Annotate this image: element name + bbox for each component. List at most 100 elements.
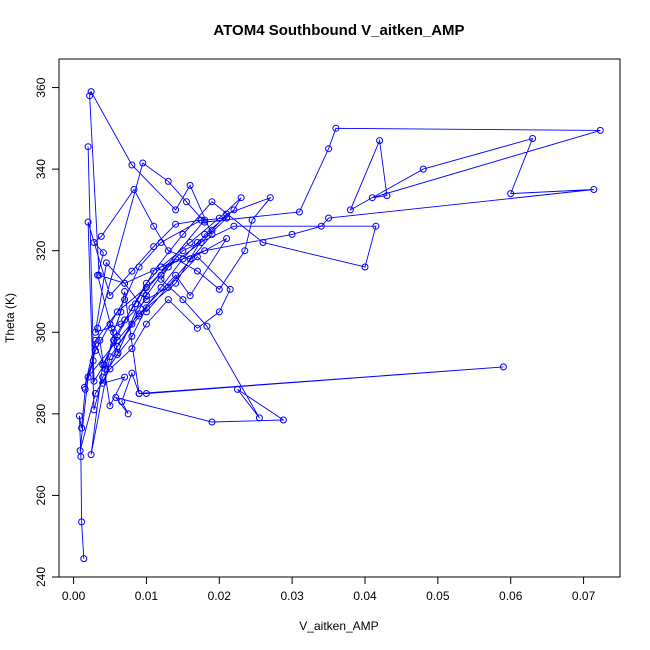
data-point xyxy=(87,88,95,96)
data-point xyxy=(84,143,92,151)
data-point xyxy=(201,216,209,224)
data-point xyxy=(91,390,99,397)
data-point xyxy=(95,271,103,279)
data-point xyxy=(157,275,165,283)
chart-title: ATOM4 Southbound V_aitken_AMP xyxy=(213,22,464,39)
data-point xyxy=(113,308,121,316)
data-point xyxy=(128,369,136,377)
data-point xyxy=(215,214,223,222)
data-point xyxy=(121,373,129,381)
data-point xyxy=(90,406,98,414)
data-point xyxy=(78,424,86,432)
data-point xyxy=(128,345,136,353)
data-point xyxy=(121,288,129,295)
data-point xyxy=(117,308,125,316)
y-tick-label: 280 xyxy=(34,404,48,424)
data-point xyxy=(106,320,114,328)
x-axis-label: V_aitken_AMP xyxy=(299,619,378,633)
data-point xyxy=(86,92,94,100)
data-point xyxy=(279,416,287,424)
data-point xyxy=(197,216,205,224)
data-point xyxy=(142,320,150,328)
data-series xyxy=(75,88,604,563)
data-point xyxy=(100,361,108,369)
data-point xyxy=(208,198,216,206)
data-point xyxy=(113,351,121,359)
data-point xyxy=(106,353,114,361)
data-point xyxy=(172,220,180,228)
data-point xyxy=(157,263,165,271)
data-point xyxy=(110,328,118,336)
data-point xyxy=(135,310,143,318)
data-point xyxy=(164,263,172,271)
data-point xyxy=(142,390,150,397)
data-point xyxy=(113,332,121,340)
y-tick-label: 320 xyxy=(34,240,48,260)
data-point xyxy=(84,373,92,381)
data-point xyxy=(230,222,238,230)
data-point xyxy=(106,365,114,373)
data-point xyxy=(128,267,136,275)
data-point xyxy=(157,283,165,291)
data-point xyxy=(201,218,209,226)
data-point xyxy=(97,232,105,240)
data-point xyxy=(266,194,274,202)
plot-frame xyxy=(58,58,621,578)
data-point xyxy=(230,206,238,214)
x-axis: 0.00 0.01 0.02 0.03 0.04 0.05 0.06 0.07 xyxy=(62,577,596,603)
y-axis: 240 260 280 300 320 340 360 xyxy=(34,77,59,587)
data-point xyxy=(108,324,115,332)
data-point xyxy=(226,285,234,293)
data-point xyxy=(99,249,107,257)
data-point xyxy=(142,283,150,291)
data-point xyxy=(179,296,187,304)
data-point xyxy=(110,336,118,344)
data-point xyxy=(295,208,303,216)
y-tick-label: 260 xyxy=(34,485,48,505)
data-point xyxy=(112,394,120,401)
data-point xyxy=(325,145,333,153)
data-point xyxy=(223,210,231,218)
data-point xyxy=(172,206,180,214)
x-tick-label: 0.06 xyxy=(499,589,523,603)
data-point xyxy=(179,247,187,255)
data-point xyxy=(150,267,158,275)
data-point xyxy=(117,320,125,328)
data-point xyxy=(157,271,165,279)
data-point xyxy=(128,332,136,340)
data-point xyxy=(164,247,172,255)
data-point xyxy=(142,308,150,316)
data-point xyxy=(130,186,138,193)
data-point xyxy=(91,328,99,336)
data-point xyxy=(99,373,107,381)
data-point xyxy=(164,283,172,291)
data-point xyxy=(172,271,180,279)
data-point xyxy=(383,192,391,200)
data-point xyxy=(128,320,136,328)
data-point xyxy=(197,239,205,246)
x-tick-label: 0.03 xyxy=(280,589,304,603)
data-point xyxy=(76,447,84,455)
data-point xyxy=(81,383,88,391)
data-point xyxy=(84,218,92,226)
data-point xyxy=(223,214,231,222)
data-point xyxy=(121,316,129,324)
data-point xyxy=(208,418,216,426)
data-point xyxy=(259,239,267,246)
y-tick-label: 300 xyxy=(34,322,48,342)
data-point xyxy=(90,239,98,246)
data-point xyxy=(90,377,98,385)
data-point xyxy=(234,385,241,393)
data-point xyxy=(121,296,129,304)
data-point xyxy=(237,194,245,202)
data-point xyxy=(157,239,165,246)
data-point xyxy=(128,304,136,312)
data-point xyxy=(135,263,143,271)
data-point xyxy=(102,259,110,267)
data-point xyxy=(78,518,86,526)
x-tick-label: 0.00 xyxy=(62,589,86,603)
data-point xyxy=(183,198,190,206)
data-point xyxy=(132,300,139,308)
data-point xyxy=(135,312,143,320)
